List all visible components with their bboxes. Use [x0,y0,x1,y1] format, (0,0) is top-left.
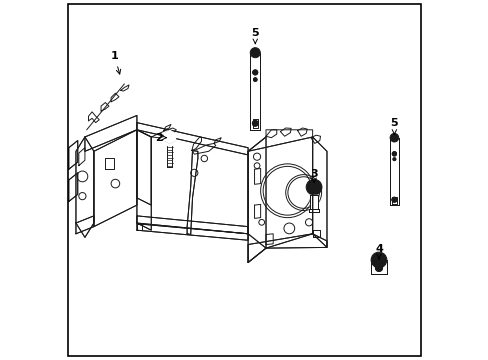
Polygon shape [137,130,151,230]
Circle shape [391,152,396,156]
Polygon shape [247,234,326,262]
Circle shape [305,179,321,195]
Polygon shape [85,116,137,151]
Circle shape [252,70,257,75]
Text: 4: 4 [374,244,382,260]
Text: 3: 3 [309,168,317,183]
Polygon shape [69,140,78,169]
Circle shape [392,158,395,161]
Polygon shape [247,137,265,262]
Circle shape [370,252,386,268]
Circle shape [252,121,258,126]
Polygon shape [76,137,94,237]
Polygon shape [164,131,175,143]
Polygon shape [389,138,398,205]
Circle shape [250,48,260,58]
Polygon shape [370,260,386,274]
Text: 2: 2 [155,133,166,143]
Circle shape [375,264,382,271]
Circle shape [166,134,173,140]
Polygon shape [137,130,151,205]
Polygon shape [187,150,198,234]
Polygon shape [247,137,312,248]
Polygon shape [76,216,94,234]
Polygon shape [250,53,260,130]
Text: 5: 5 [251,28,259,44]
Circle shape [391,197,396,202]
Circle shape [389,134,398,142]
Circle shape [253,78,257,81]
Polygon shape [137,224,247,240]
Text: 5: 5 [390,118,397,134]
Polygon shape [312,137,326,247]
Polygon shape [94,130,137,226]
Polygon shape [137,216,247,234]
Polygon shape [164,131,175,143]
Polygon shape [308,209,319,212]
Polygon shape [309,195,318,209]
Polygon shape [69,173,78,202]
Polygon shape [137,123,247,155]
Circle shape [309,183,318,192]
Text: 1: 1 [111,51,121,74]
